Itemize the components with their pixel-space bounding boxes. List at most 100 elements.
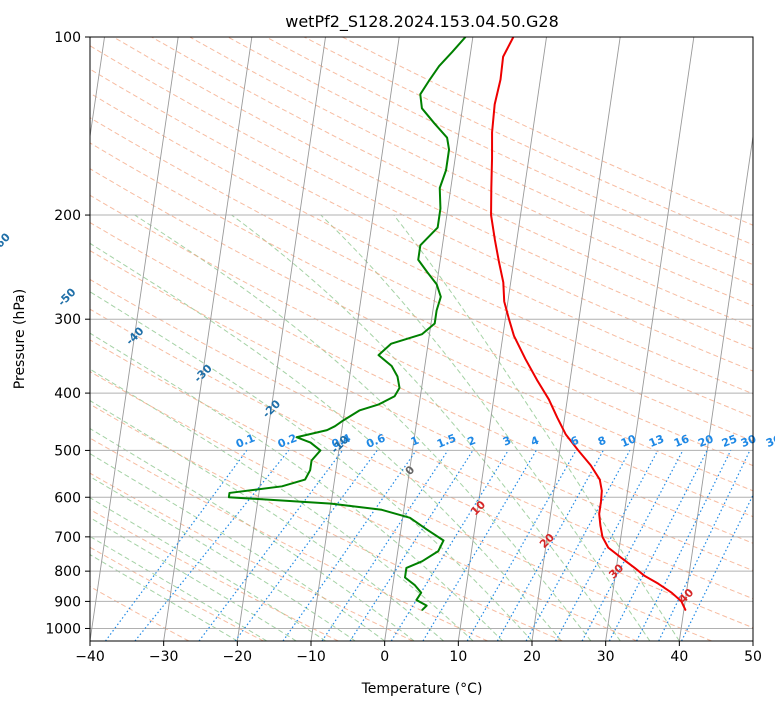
- temperature-line: [490, 37, 687, 611]
- moist-adiabat: [231, 214, 621, 641]
- moist-adiabats: [90, 214, 680, 641]
- mixing-ratio-label: 1: [409, 434, 421, 449]
- y-tick-label: 900: [54, 594, 81, 610]
- dry-adiabat: [90, 142, 753, 467]
- x-axis-ticks: −40 −30 −20 −10 0 10 20 30 40 50: [75, 641, 762, 665]
- y-tick-label: 1000: [45, 621, 81, 637]
- mixing-ratio-line: [422, 450, 537, 641]
- isotherm-label: 30: [606, 561, 626, 581]
- pressure-gridlines: [90, 37, 753, 629]
- x-tick-label: 30: [597, 649, 615, 665]
- isotherm-line: [605, 37, 695, 641]
- chart-title: wetPf2_S128.2024.153.04.50.G28: [285, 12, 559, 32]
- dry-adiabat: [90, 437, 488, 641]
- isotherm-line: [457, 37, 547, 641]
- x-tick-label: 20: [523, 649, 541, 665]
- moist-adiabat: [90, 368, 474, 641]
- dry-adiabat: [90, 68, 753, 395]
- x-tick-label: −30: [149, 649, 179, 665]
- dry-adiabat: [90, 546, 264, 641]
- isotherm-label: -30: [191, 362, 214, 385]
- moist-adiabat: [90, 242, 562, 641]
- dry-adiabat: [90, 308, 753, 629]
- isotherm-line: [90, 37, 179, 641]
- y-axis-ticks: 100 200 300 400 500 600 700 800 900 1000: [45, 30, 90, 637]
- mixing-ratio-label: 10: [619, 432, 638, 450]
- isotherm-line: [384, 37, 474, 641]
- y-tick-label: 400: [54, 386, 81, 402]
- mixing-ratio-label: 25: [720, 432, 739, 450]
- mixing-ratio-line: [525, 450, 631, 641]
- mixing-ratio-label: 3: [501, 434, 513, 449]
- plot-frame: [89, 36, 754, 642]
- moist-adiabat: [90, 332, 503, 641]
- y-tick-label: 700: [54, 530, 81, 546]
- y-axis-label: Pressure (hPa): [12, 289, 28, 389]
- y-tick-label: 200: [54, 208, 81, 224]
- isotherm-label: -60: [0, 230, 13, 253]
- y-tick-label: 600: [54, 490, 81, 506]
- dry-adiabat: [90, 194, 753, 518]
- dry-adiabat: [227, 37, 753, 286]
- mixing-ratio-line: [349, 450, 474, 641]
- isotherm-line: [163, 37, 253, 641]
- mixing-ratio-label: 8: [596, 434, 608, 449]
- mixing-ratio-label: 36: [764, 432, 775, 450]
- mixing-ratio-label: 30: [739, 432, 758, 450]
- isotherm-label: -50: [55, 285, 78, 308]
- mixing-ratio-line: [658, 450, 751, 641]
- moist-adiabat: [90, 427, 415, 641]
- profile-series: [227, 37, 687, 611]
- isotherm-line: [236, 37, 326, 641]
- isotherm-label: 20: [537, 531, 557, 551]
- mixing-ratio-line: [636, 450, 732, 641]
- moist-adiabat: [90, 476, 356, 641]
- mixing-ratio-label: 13: [647, 432, 666, 450]
- dry-adiabat: [90, 92, 753, 418]
- y-tick-label: 500: [54, 443, 81, 459]
- mixing-ratio-line: [466, 450, 577, 641]
- mixing-ratio-label: 2: [466, 434, 478, 449]
- dry-adiabat: [90, 278, 753, 600]
- moist-adiabat: [90, 291, 533, 641]
- dewpoint-line: [227, 37, 467, 611]
- moist-adiabat: [320, 214, 651, 641]
- mixing-ratio-label: 20: [696, 432, 715, 450]
- x-tick-label: −40: [75, 649, 105, 665]
- y-tick-label: 800: [54, 564, 81, 580]
- dry-adiabat: [189, 37, 753, 307]
- isotherm-label: 10: [468, 498, 488, 518]
- mixing-ratio-label: 16: [672, 432, 691, 450]
- y-tick-label: 300: [54, 312, 81, 328]
- y-tick-label: 100: [54, 30, 81, 46]
- dry-adiabat: [90, 168, 753, 492]
- isotherms: [90, 37, 753, 641]
- isotherm-label: -20: [260, 397, 283, 420]
- isotherm-label: 40: [676, 586, 696, 606]
- x-tick-label: 50: [744, 649, 762, 665]
- moist-adiabat: [90, 400, 444, 641]
- mixing-ratio-labels: 0.1 0.2 0.4 0.6 1 1.5 2 3 4 6 8 10 13 16 20 25 30 36: [234, 431, 775, 450]
- x-tick-label: 10: [449, 649, 467, 665]
- isotherm-label: -40: [123, 324, 146, 347]
- moist-adiabat: [134, 214, 592, 641]
- x-axis-label: Temperature (°C): [361, 681, 483, 697]
- mixing-ratio-line: [496, 450, 604, 641]
- x-tick-label: −20: [223, 649, 253, 665]
- moist-adiabat: [90, 517, 297, 641]
- x-tick-label: −10: [296, 649, 326, 665]
- dry-adiabat: [90, 370, 638, 641]
- x-tick-label: 0: [380, 649, 389, 665]
- isotherm-label: -10: [328, 433, 351, 456]
- moist-adiabat: [90, 453, 385, 641]
- isotherm-line: [531, 37, 621, 641]
- dry-adiabat: [90, 339, 712, 641]
- dry-adiabat: [90, 117, 753, 442]
- isotherm-label: 0: [403, 463, 418, 478]
- x-tick-label: 40: [670, 649, 688, 665]
- moist-adiabat: [393, 214, 680, 641]
- mixing-ratio-line: [282, 450, 417, 641]
- isotherm-line: [310, 37, 400, 641]
- mixing-ratio-line: [134, 450, 290, 641]
